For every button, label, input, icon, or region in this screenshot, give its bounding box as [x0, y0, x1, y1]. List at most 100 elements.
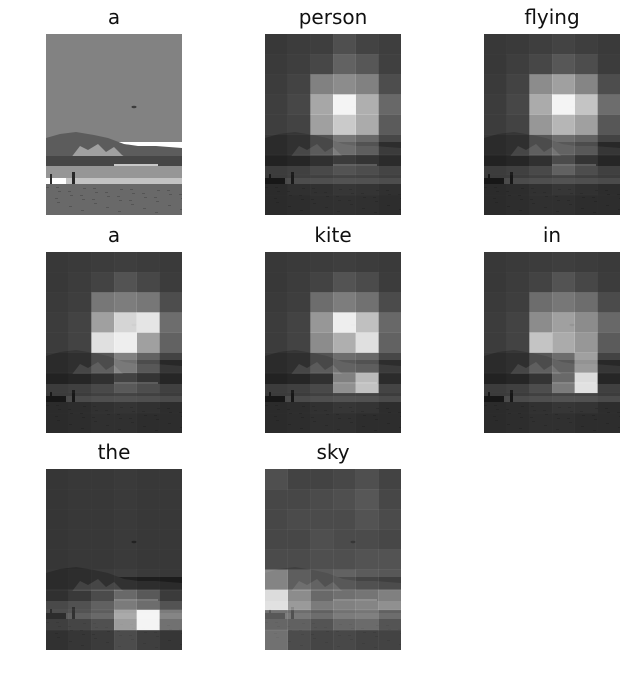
sand-speck [93, 406, 96, 407]
attention-cell [91, 412, 115, 433]
attention-cell [333, 589, 356, 611]
sand-speck [69, 206, 72, 207]
sand-speck [399, 427, 401, 428]
attention-cell [529, 174, 553, 196]
attention-cell [265, 175, 288, 195]
attention-cell [265, 54, 288, 75]
panel-title: flying [524, 5, 580, 29]
sand-speck [351, 193, 354, 194]
sand-speck [545, 414, 548, 415]
attention-cell [574, 94, 598, 115]
sand-speck [300, 428, 303, 429]
sand-speck [311, 417, 314, 418]
attention-cell [484, 134, 507, 155]
attention-cell [68, 529, 92, 550]
sand-speck [274, 633, 277, 634]
attention-cell [597, 372, 620, 394]
attention-cell [46, 529, 69, 550]
sand-speck [398, 412, 401, 413]
attention-cell [355, 569, 379, 590]
sand-speck [265, 622, 268, 623]
attention-cell [265, 292, 288, 313]
sand-speck [375, 419, 378, 420]
attention-cell [333, 549, 356, 570]
attention-cell [355, 114, 379, 135]
attention-cell [159, 629, 182, 650]
sand-speck [312, 406, 315, 407]
attention-cell [574, 412, 598, 433]
attention-cell [355, 372, 379, 394]
sand-speck [68, 191, 71, 192]
attention-cell [529, 392, 553, 414]
sand-speck [507, 206, 510, 207]
attention-cell [378, 529, 401, 550]
attention-cell [159, 589, 182, 611]
attention-cell [506, 292, 530, 313]
attention-cell [265, 609, 288, 631]
sand-speck [618, 209, 620, 210]
attention-cell [378, 134, 401, 155]
attention-cell [355, 272, 379, 293]
attention-cell [68, 272, 92, 293]
sand-speck [130, 189, 133, 190]
attention-cell [136, 372, 160, 394]
attention-cell [574, 372, 598, 394]
sand-speck [386, 190, 389, 191]
attention-cell [136, 549, 160, 570]
attention-cell [46, 352, 69, 373]
sand-speck [386, 625, 389, 626]
sand-speck [117, 196, 120, 197]
sand-speck [274, 416, 277, 417]
attention-cell [310, 94, 334, 115]
attention-cell [378, 154, 401, 176]
sand-speck [348, 200, 351, 201]
sand-speck [80, 630, 83, 631]
attention-cell [378, 372, 401, 394]
attention-cell [310, 352, 334, 373]
attention-cell [159, 352, 182, 373]
sand-speck [556, 429, 559, 430]
attention-cell [333, 629, 356, 650]
attention-cell [378, 54, 401, 75]
sand-speck [617, 412, 620, 413]
attention-cell [46, 372, 69, 394]
attention-cell [310, 372, 334, 394]
treeline [46, 591, 182, 601]
attention-cell [114, 392, 137, 414]
attention-cell [68, 489, 92, 510]
attention-cell [378, 609, 401, 631]
attention-cell [529, 292, 553, 313]
sand-speck [580, 411, 583, 412]
attention-cell [552, 412, 575, 433]
sand-speck [558, 407, 561, 408]
attention-cell [378, 272, 401, 293]
sand-speck [493, 416, 496, 417]
shoreline [504, 178, 620, 184]
sand-speck [58, 191, 61, 192]
sand-speck [276, 202, 279, 203]
attention-cell [114, 509, 137, 530]
sand-speck [117, 414, 120, 415]
attention-cell [597, 412, 620, 433]
attention-cell [529, 352, 553, 373]
sand-speck [311, 199, 314, 200]
person-figure [269, 609, 271, 619]
attention-cell [310, 194, 334, 215]
attention-cell [597, 194, 620, 215]
sand-speck [120, 407, 123, 408]
attention-cell [529, 94, 553, 115]
sand-speck [105, 410, 108, 411]
attention-cell [310, 332, 334, 353]
person-figure [72, 607, 75, 619]
sky-region [265, 469, 401, 577]
attention-grid [484, 34, 620, 215]
sand-speck [313, 638, 316, 639]
sand-speck [373, 197, 376, 198]
attention-cell [68, 412, 92, 433]
sand-speck [157, 190, 160, 191]
attention-cell [287, 114, 311, 135]
sand-speck [107, 196, 110, 197]
attention-cell [287, 154, 311, 176]
sand-speck [496, 191, 499, 192]
attention-cell [574, 54, 598, 75]
